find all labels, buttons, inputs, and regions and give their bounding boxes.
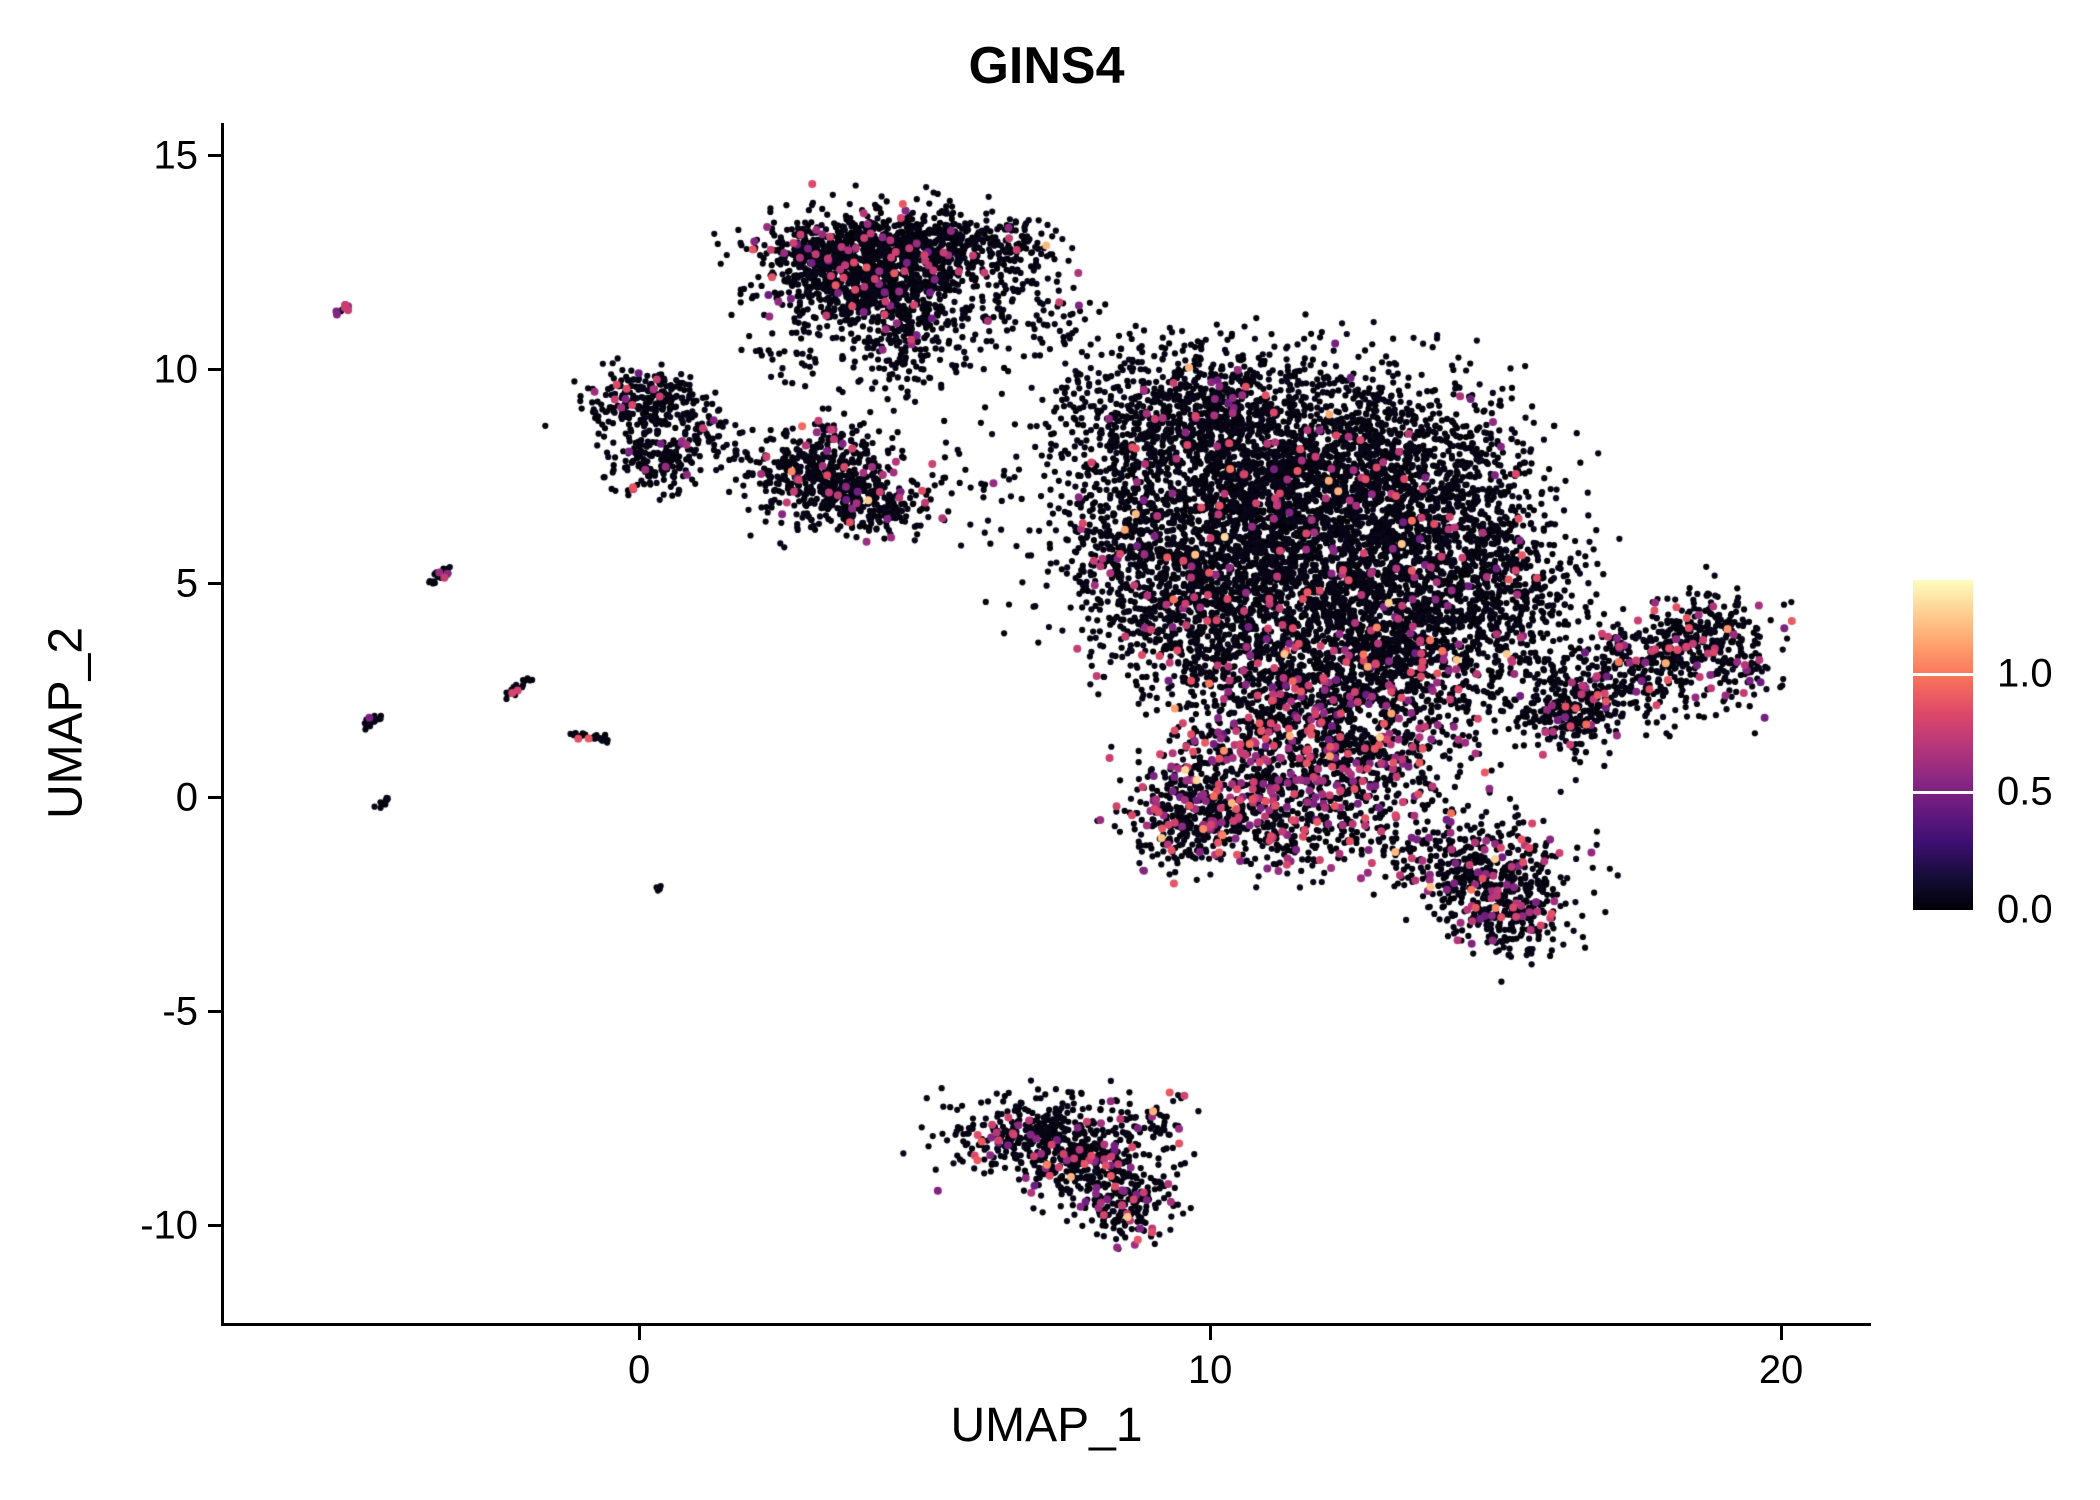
x-axis-label: UMAP_1 xyxy=(950,1399,1143,1452)
y-tick-mark xyxy=(208,796,222,800)
colorbar-tick-label: 0.5 xyxy=(1997,769,2053,814)
x-tick-label: 10 xyxy=(1187,1348,1233,1392)
y-tick-label: 5 xyxy=(175,561,198,606)
plot-title: GINS4 xyxy=(968,37,1125,95)
y-tick-mark xyxy=(208,1224,222,1228)
y-tick-label: 10 xyxy=(153,347,199,392)
x-tick-label: 0 xyxy=(627,1348,651,1392)
x-tick-label: 20 xyxy=(1758,1348,1804,1392)
colorbar-tick-mark xyxy=(1913,790,1973,794)
y-tick-mark xyxy=(208,1010,222,1014)
y-tick-mark xyxy=(208,154,222,158)
colorbar-legend: 1.0 0.5 0.0 xyxy=(1913,580,2100,932)
y-tick-label: -10 xyxy=(140,1203,198,1248)
y-tick-label: 0 xyxy=(175,775,198,820)
umap-scatter-canvas xyxy=(224,123,1869,1323)
x-tick-mark xyxy=(1779,1326,1783,1340)
plot-panel xyxy=(224,123,1869,1323)
y-tick-mark xyxy=(208,582,222,586)
y-tick-mark xyxy=(208,368,222,372)
colorbar-tick-label: 0.0 xyxy=(1997,887,2053,932)
y-tick-label: -5 xyxy=(162,989,198,1034)
y-axis-line xyxy=(221,123,224,1326)
colorbar-tick-mark xyxy=(1913,672,1973,676)
y-tick-label: 15 xyxy=(153,133,199,178)
x-tick-mark xyxy=(637,1326,641,1340)
colorbar-gradient xyxy=(1913,580,1973,910)
colorbar-tick-label: 1.0 xyxy=(1997,651,2053,696)
x-axis-line xyxy=(221,1323,1871,1326)
x-tick-mark xyxy=(1208,1326,1212,1340)
y-axis-label: UMAP_2 xyxy=(39,626,93,820)
